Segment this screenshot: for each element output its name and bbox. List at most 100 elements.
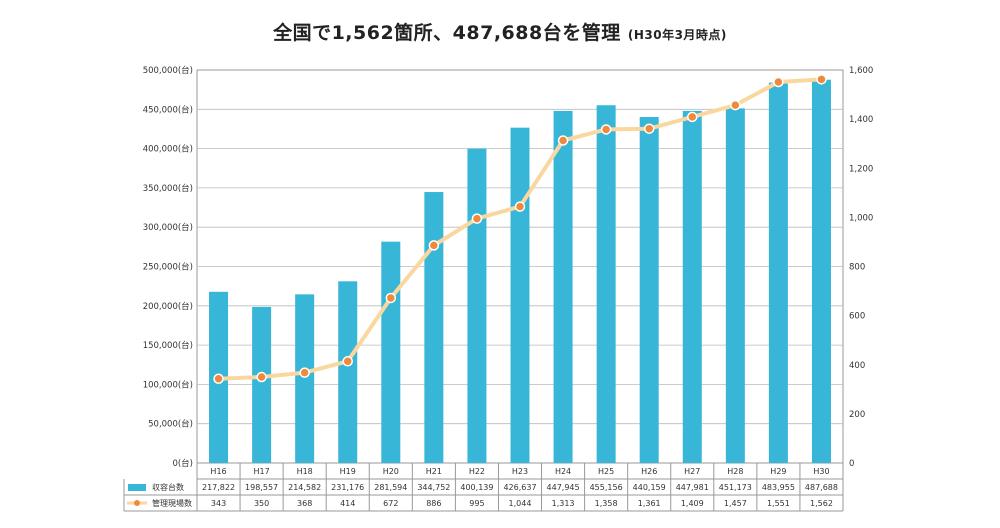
data-label: 217,822 (202, 483, 235, 492)
data-label: 344,752 (417, 483, 450, 492)
bar (295, 294, 315, 463)
x-tick-label: H18 (297, 467, 313, 476)
data-label: 281,594 (374, 483, 407, 492)
bar (553, 110, 573, 464)
legend-label: 収容台数 (152, 482, 184, 492)
y-left-tick-label: 350,000(台) (143, 183, 193, 194)
x-tick-label: H16 (210, 467, 226, 476)
data-label: 1,562 (810, 499, 833, 508)
y-right-tick-label: 200 (849, 410, 865, 420)
legend-label: 管理現場数 (152, 498, 192, 508)
x-tick-label: H28 (727, 467, 743, 476)
chart-subtitle: (H30年3月時点) (627, 28, 727, 42)
y-left-tick-label: 150,000(台) (143, 340, 193, 351)
x-tick-label: H29 (770, 467, 786, 476)
y-left-tick-label: 450,000(台) (143, 104, 193, 115)
data-label: 483,955 (762, 483, 795, 492)
data-label: 214,582 (288, 483, 321, 492)
line-point (816, 74, 827, 85)
x-tick-label: H30 (813, 467, 829, 476)
x-tick-label: H17 (253, 467, 269, 476)
data-label: 231,176 (331, 483, 364, 492)
bar (682, 110, 702, 463)
y-right-tick-label: 1,200 (849, 164, 873, 174)
bar (596, 105, 616, 464)
bar (725, 108, 745, 463)
y-left-tick-label: 400,000(台) (143, 144, 193, 155)
chart-title: 全国で1,562箇所、487,688台を管理 (H30年3月時点) (0, 18, 1000, 45)
data-label: 1,409 (681, 499, 704, 508)
bar (510, 127, 530, 463)
bar (467, 148, 487, 463)
bar (338, 281, 358, 463)
data-label: 414 (340, 499, 355, 508)
bar (768, 82, 788, 464)
x-tick-label: H22 (469, 467, 485, 476)
x-tick-label: H19 (340, 467, 356, 476)
data-label: 1,361 (638, 499, 661, 508)
line-point (385, 292, 397, 304)
data-label: 426,637 (503, 483, 536, 492)
line-point (773, 76, 784, 88)
bar (639, 117, 659, 463)
y-right-tick-label: 0 (849, 459, 854, 469)
bar (252, 306, 272, 463)
legend-key-bars (128, 484, 146, 491)
x-tick-label: H27 (684, 467, 700, 476)
bar (381, 241, 401, 463)
data-label: 447,945 (547, 483, 580, 492)
data-label: 198,557 (245, 483, 278, 492)
data-label: 368 (297, 499, 312, 508)
x-tick-label: H26 (641, 467, 657, 476)
line-point (600, 124, 612, 135)
y-left-tick-label: 0(台) (172, 458, 193, 469)
bar (424, 192, 444, 463)
y-left-tick-label: 500,000(台) (143, 65, 193, 76)
y-right-tick-label: 800 (849, 263, 865, 273)
data-label: 487,688 (805, 483, 838, 492)
legend-key-marker (134, 500, 140, 506)
data-label: 451,173 (719, 483, 752, 492)
line-point (687, 111, 698, 123)
line-point (299, 367, 310, 378)
data-label: 455,156 (590, 483, 623, 492)
x-tick-label: H25 (598, 467, 614, 476)
y-right-tick-label: 1,600 (849, 66, 873, 76)
data-label: 400,139 (460, 483, 493, 492)
data-label: 343 (211, 499, 226, 508)
line-point (730, 99, 741, 111)
data-label: 886 (426, 499, 441, 508)
y-left-tick-label: 300,000(台) (143, 222, 193, 233)
data-label: 1,358 (595, 499, 618, 508)
line-point (643, 123, 655, 134)
x-tick-label: H23 (512, 467, 528, 476)
data-label: 672 (383, 499, 398, 508)
data-label: 1,457 (724, 499, 747, 508)
y-left-tick-label: 200,000(台) (143, 301, 193, 312)
y-right-tick-label: 1,000 (849, 213, 873, 223)
chart-title-main: 全国で1,562箇所、487,688台を管理 (273, 22, 621, 44)
data-label: 1,044 (509, 499, 532, 508)
data-label: 995 (469, 499, 484, 508)
line-point (514, 201, 526, 212)
line-point (471, 213, 483, 224)
y-left-tick-label: 250,000(台) (143, 262, 193, 273)
y-right-tick-label: 400 (849, 361, 865, 371)
line-point (342, 356, 353, 367)
y-right-tick-label: 1,400 (849, 115, 873, 125)
bar (811, 79, 831, 463)
x-tick-label: H24 (555, 467, 571, 476)
line-point (213, 373, 224, 385)
y-right-tick-label: 600 (849, 312, 865, 322)
data-label: 1,551 (767, 499, 790, 508)
data-label: 1,313 (552, 499, 575, 508)
data-label: 440,159 (633, 483, 666, 492)
x-tick-label: H20 (383, 467, 399, 476)
line-point (428, 240, 440, 251)
y-left-tick-label: 50,000(台) (148, 419, 193, 430)
data-label: 350 (254, 499, 269, 508)
y-left-tick-label: 100,000(台) (143, 379, 193, 390)
x-tick-label: H21 (426, 467, 442, 476)
line-point (557, 135, 569, 146)
